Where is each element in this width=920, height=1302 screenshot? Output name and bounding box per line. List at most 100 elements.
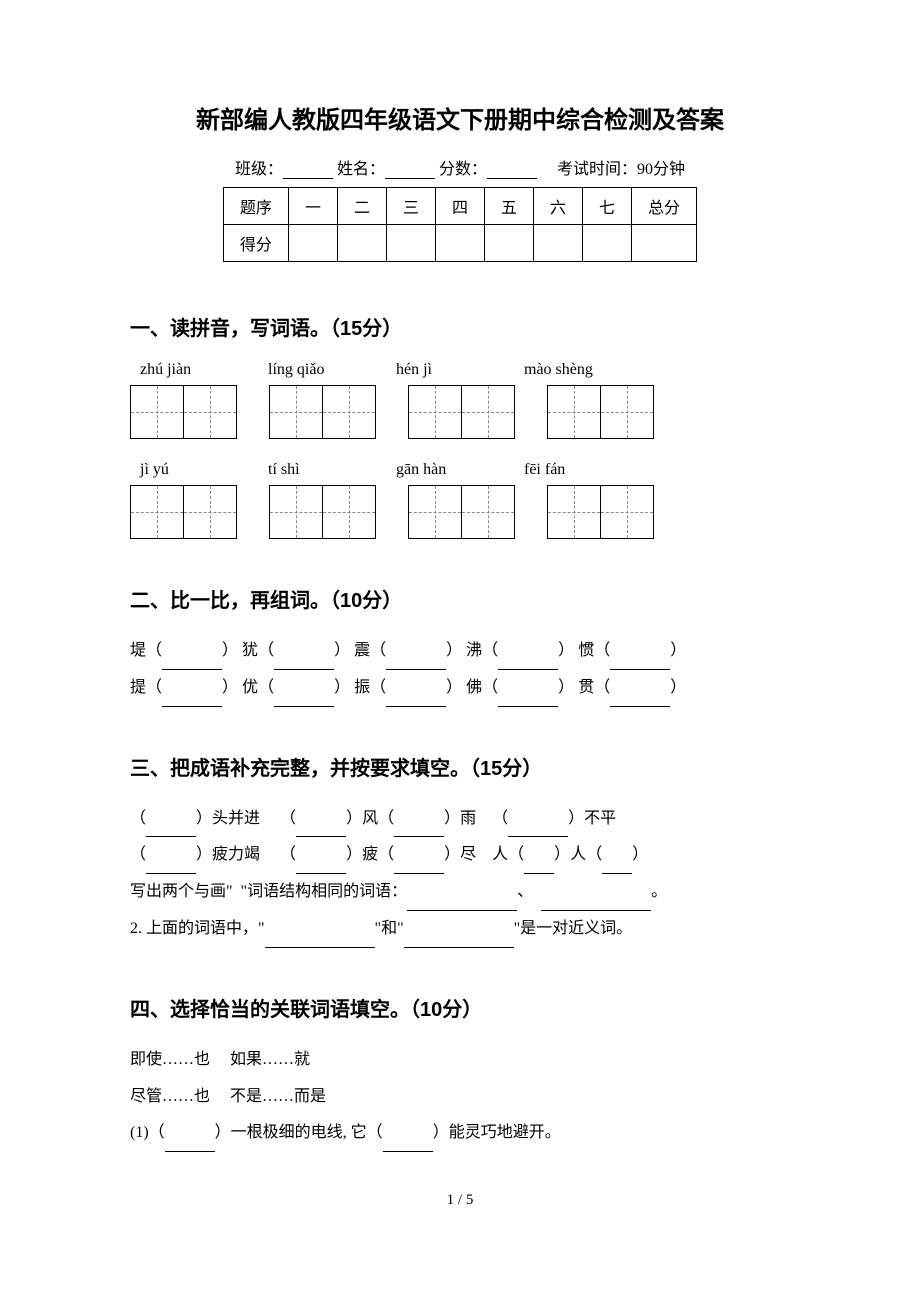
section-4-body: 即使……也 如果……就 尽管……也 不是……而是 (1)（ ）一根极细的电线, 它… (130, 1042, 790, 1152)
idiom-part: 人 (492, 846, 508, 863)
answer-blank[interactable] (146, 857, 196, 874)
score-cell[interactable] (485, 225, 534, 262)
score-cell[interactable] (435, 225, 484, 262)
section-1-heading: 一、读拼音，写词语。（15分） (130, 312, 790, 341)
answer-blank[interactable] (165, 1135, 215, 1152)
answer-blank[interactable] (383, 1135, 433, 1152)
idiom-part: 雨 (460, 810, 476, 827)
page-title: 新部编人教版四年级语文下册期中综合检测及答案 (130, 100, 790, 135)
char-box-pair[interactable] (130, 385, 237, 439)
answer-blank[interactable] (524, 857, 554, 874)
char: 惯 (578, 642, 594, 659)
col-2: 二 (337, 188, 386, 225)
col-6: 六 (534, 188, 583, 225)
section-2-heading: 二、比一比，再组词。（10分） (130, 584, 790, 613)
char: 犹 (242, 642, 258, 659)
idiom-part: 不平 (584, 810, 616, 827)
char-boxes-row-1 (130, 385, 790, 439)
answer-blank[interactable] (394, 857, 444, 874)
q1-prefix: (1)（ (130, 1124, 165, 1141)
answer-blank[interactable] (274, 653, 334, 670)
row-header: 题序 (223, 188, 288, 225)
idiom-part: 风 (362, 810, 378, 827)
score-cell[interactable] (288, 225, 337, 262)
answer-blank[interactable] (610, 690, 670, 707)
answer-blank[interactable] (610, 653, 670, 670)
answer-blank[interactable] (541, 894, 651, 911)
answer-blank[interactable] (498, 690, 558, 707)
score-cell[interactable] (386, 225, 435, 262)
answer-blank[interactable] (394, 820, 444, 837)
idiom-part: 尽 (460, 846, 476, 863)
option: 即使……也 (130, 1051, 210, 1068)
col-1: 一 (288, 188, 337, 225)
pinyin: gān hàn (396, 461, 476, 479)
note2-mid: "和" (375, 920, 404, 937)
section-4-heading: 四、选择恰当的关联词语填空。（10分） (130, 993, 790, 1022)
answer-blank[interactable] (407, 894, 517, 911)
answer-blank[interactable] (162, 653, 222, 670)
score-blank[interactable] (487, 162, 537, 179)
exam-page: 新部编人教版四年级语文下册期中综合检测及答案 班级： 姓名： 分数： 考试时间：… (0, 0, 920, 1249)
char-box-pair[interactable] (547, 485, 654, 539)
option: 不是……而是 (230, 1088, 326, 1105)
answer-blank[interactable] (386, 653, 446, 670)
q1-mid: ）一根极细的电线, 它（ (215, 1124, 383, 1141)
score-table: 题序 一 二 三 四 五 六 七 总分 得分 (223, 187, 697, 262)
name-blank[interactable] (385, 162, 435, 179)
char: 优 (242, 679, 258, 696)
char-box-pair[interactable] (408, 485, 515, 539)
char: 堤 (130, 642, 146, 659)
answer-blank[interactable] (296, 857, 346, 874)
pinyin: hén jì (396, 361, 476, 379)
score-cell[interactable] (337, 225, 386, 262)
char: 提 (130, 679, 146, 696)
pinyin-row-1: zhú jiàn líng qiǎo hén jì mào shèng (140, 361, 790, 379)
page-number: 1 / 5 (130, 1192, 790, 1209)
score-cell[interactable] (583, 225, 632, 262)
option: 如果……就 (230, 1051, 310, 1068)
col-4: 四 (435, 188, 484, 225)
pinyin: líng qiǎo (268, 361, 348, 379)
answer-blank[interactable] (296, 820, 346, 837)
answer-blank[interactable] (274, 690, 334, 707)
score-label: 分数： (439, 161, 487, 178)
col-total: 总分 (632, 188, 697, 225)
row-header: 得分 (223, 225, 288, 262)
class-blank[interactable] (283, 162, 333, 179)
answer-blank[interactable] (602, 857, 632, 874)
score-cell[interactable] (632, 225, 697, 262)
option: 尽管……也 (130, 1088, 210, 1105)
answer-blank[interactable] (508, 820, 568, 837)
char-box-pair[interactable] (130, 485, 237, 539)
answer-blank[interactable] (404, 931, 514, 948)
answer-blank[interactable] (265, 931, 375, 948)
section-2-body: 堤（） 犹（） 震（） 沸（） 惯（） 提（） 优（） 振（） 佛（） 贯（） (130, 633, 790, 707)
char-box-pair[interactable] (408, 385, 515, 439)
col-3: 三 (386, 188, 435, 225)
score-cell[interactable] (534, 225, 583, 262)
char: 震 (354, 642, 370, 659)
answer-blank[interactable] (386, 690, 446, 707)
idiom-part: 疲力竭 (212, 846, 260, 863)
pinyin: zhú jiàn (140, 361, 220, 379)
note2-suffix: "是一对近义词。 (514, 920, 633, 937)
char-box-pair[interactable] (269, 385, 376, 439)
q1-suffix: ）能灵巧地避开。 (433, 1124, 561, 1141)
section-3-heading: 三、把成语补充完整，并按要求填空。（15分） (130, 752, 790, 781)
answer-blank[interactable] (162, 690, 222, 707)
char: 贯 (578, 679, 594, 696)
char-boxes-row-2 (130, 485, 790, 539)
char-box-pair[interactable] (547, 385, 654, 439)
idiom-part: 疲 (362, 846, 378, 863)
note1-text: 写出两个与画" "词语结构相同的词语： (130, 883, 407, 900)
char-box-pair[interactable] (269, 485, 376, 539)
answer-blank[interactable] (498, 653, 558, 670)
pinyin: jì yú (140, 461, 220, 479)
pinyin: tí shì (268, 461, 348, 479)
col-5: 五 (485, 188, 534, 225)
student-info-line: 班级： 姓名： 分数： 考试时间：90分钟 (130, 155, 790, 179)
class-label: 班级： (235, 161, 283, 178)
answer-blank[interactable] (146, 820, 196, 837)
char: 振 (354, 679, 370, 696)
